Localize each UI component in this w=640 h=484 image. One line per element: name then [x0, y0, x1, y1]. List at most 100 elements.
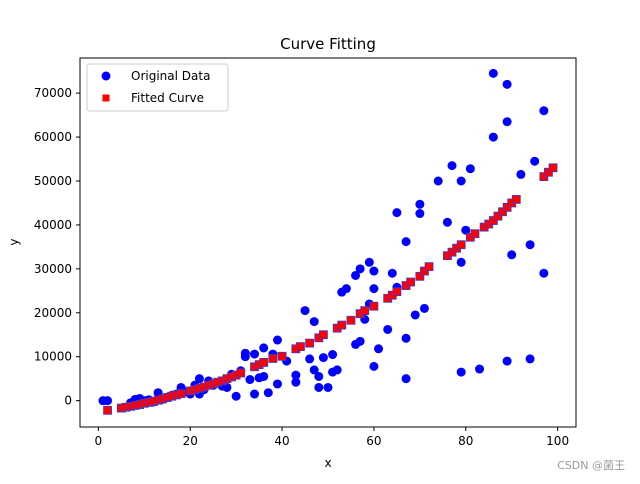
data-point-original — [465, 164, 475, 174]
data-point-original — [291, 370, 301, 380]
legend-label-fitted-curve: Fitted Curve — [131, 91, 204, 105]
y-axis-label: y — [7, 238, 21, 245]
data-point-original — [415, 199, 425, 209]
data-point-original — [401, 374, 411, 384]
data-point-original — [314, 371, 324, 381]
data-point-original — [442, 217, 452, 227]
data-point-original — [461, 225, 471, 235]
y-axis-ticks: 0 10000 20000 30000 40000 50000 60000 70000 — [34, 86, 80, 408]
watermark-text: CSDN @菌王 — [557, 459, 625, 472]
data-point-original — [305, 354, 315, 364]
data-point-original — [245, 375, 255, 385]
data-point-fitted — [337, 320, 347, 330]
x-tick-label: 80 — [458, 434, 473, 448]
data-point-original — [250, 389, 260, 399]
data-point-fitted — [236, 368, 246, 378]
data-point-original — [364, 257, 374, 267]
y-tick-label: 0 — [64, 394, 72, 408]
x-tick-label: 100 — [546, 434, 569, 448]
data-point-fitted — [392, 287, 402, 297]
data-point-original — [355, 264, 365, 274]
data-point-original — [259, 343, 269, 353]
data-point-original — [309, 317, 319, 327]
data-point-original — [231, 391, 241, 401]
data-point-original — [447, 161, 457, 171]
x-axis-label: x — [324, 456, 331, 470]
data-point-original — [525, 240, 535, 250]
plot-area — [80, 58, 576, 427]
data-point-original — [383, 324, 393, 334]
x-axis-ticks: 0 20 40 60 80 100 — [95, 427, 569, 448]
data-point-original — [539, 106, 549, 116]
data-point-original — [272, 335, 282, 345]
data-point-original — [456, 257, 466, 267]
data-point-fitted — [296, 342, 305, 352]
legend-marker-original-data — [101, 71, 111, 81]
data-point-original — [318, 353, 328, 363]
data-point-fitted — [360, 306, 370, 315]
data-point-original — [309, 365, 319, 375]
data-point-fitted — [406, 277, 416, 287]
data-point-fitted — [424, 262, 434, 272]
data-point-fitted — [305, 338, 315, 348]
data-point-fitted — [319, 330, 328, 340]
data-point-original — [103, 396, 113, 406]
data-point-fitted — [456, 240, 466, 250]
y-tick-label: 60000 — [34, 130, 72, 144]
data-point-original — [530, 156, 540, 166]
data-point-original — [456, 176, 466, 186]
data-point-fitted — [511, 195, 521, 204]
data-point-original — [392, 208, 402, 218]
data-point-original — [272, 379, 282, 389]
data-point-original — [387, 268, 397, 278]
y-tick-label: 10000 — [34, 350, 72, 364]
y-tick-label: 50000 — [34, 174, 72, 188]
axes-frame — [79, 57, 577, 428]
y-tick-label: 40000 — [34, 218, 72, 232]
data-point-original — [369, 361, 379, 371]
data-point-original — [488, 68, 498, 78]
data-point-original — [314, 382, 324, 392]
data-point-fitted — [277, 351, 287, 361]
data-point-fitted — [176, 389, 186, 399]
data-point-fitted — [470, 229, 480, 239]
data-point-fitted — [259, 358, 269, 367]
data-point-original — [507, 250, 517, 260]
data-point-original — [355, 336, 365, 346]
x-tick-label: 0 — [95, 434, 103, 448]
data-point-original — [401, 237, 411, 247]
data-point-fitted — [369, 301, 379, 311]
data-point-original — [369, 284, 379, 294]
data-point-original — [328, 350, 338, 360]
x-tick-label: 20 — [183, 434, 198, 448]
data-point-original — [240, 348, 250, 358]
data-point-original — [332, 365, 342, 375]
chart-title: Curve Fitting — [280, 35, 376, 53]
x-tick-label: 40 — [274, 434, 289, 448]
data-point-original — [410, 310, 420, 320]
legend-box — [86, 63, 229, 112]
data-point-original — [502, 356, 512, 366]
data-point-original — [300, 306, 310, 316]
data-point-original — [250, 349, 260, 359]
data-point-original — [374, 344, 384, 354]
data-point-fitted — [268, 354, 278, 363]
data-point-original — [323, 382, 333, 392]
series-fitted-curve — [103, 163, 558, 415]
data-point-original — [516, 169, 526, 179]
legend-label-original-data: Original Data — [131, 69, 210, 83]
data-point-fitted — [346, 315, 356, 325]
data-point-original — [419, 303, 429, 313]
data-point-original — [475, 364, 485, 374]
y-tick-label: 30000 — [34, 262, 72, 276]
data-point-original — [415, 209, 425, 219]
y-tick-label: 70000 — [34, 86, 72, 100]
data-point-original — [263, 388, 273, 398]
data-point-original — [433, 176, 443, 186]
data-point-original — [341, 284, 351, 294]
y-tick-label: 20000 — [34, 306, 72, 320]
data-point-original — [401, 333, 411, 343]
legend: Original Data Fitted Curve — [86, 63, 229, 112]
